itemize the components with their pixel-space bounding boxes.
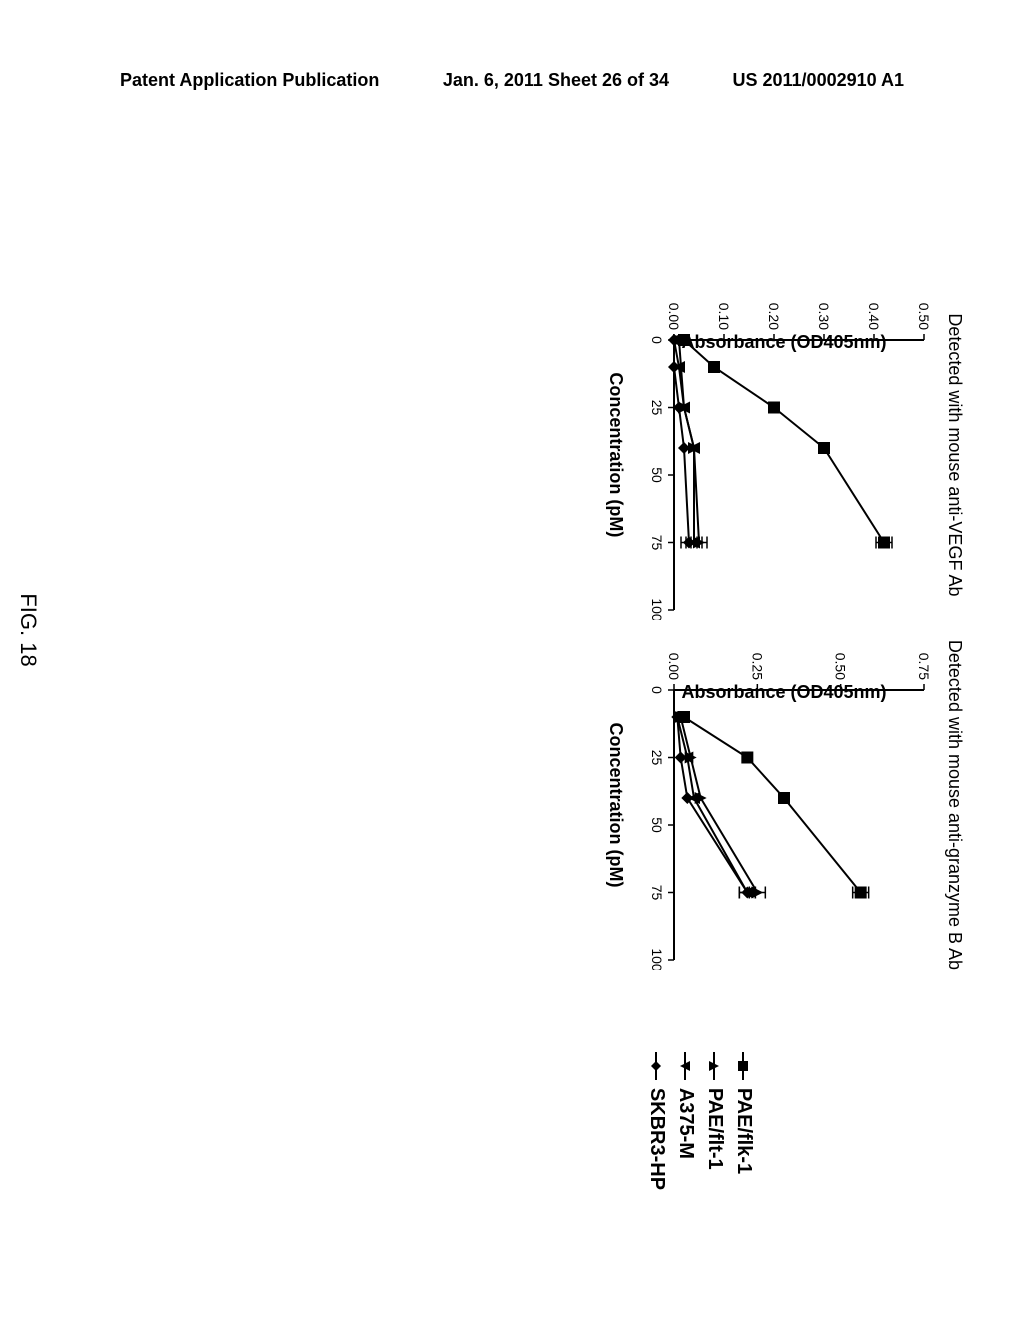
chart-vegf: Detected with mouse anti-VEGF Ab Absorba… — [605, 290, 965, 620]
chart2-y-label: Absorbance (OD405nm) — [681, 682, 886, 703]
legend-label: PAE/flt-1 — [703, 1088, 726, 1170]
marker-triangle — [710, 1061, 720, 1071]
chart-granzyme: Detected with mouse anti-granzyme B Ab A… — [605, 640, 965, 970]
chart2-x-label: Concentration (pM) — [605, 723, 626, 888]
figure-label: FIG. 18 — [15, 593, 41, 666]
y-tick-label: 0.40 — [866, 303, 882, 330]
y-tick-label: 0.50 — [833, 653, 849, 680]
y-tick-label: 0.30 — [816, 303, 832, 330]
marker-triangle-down — [681, 1061, 691, 1071]
page-header: Patent Application Publication Jan. 6, 2… — [0, 70, 1024, 91]
marker-square — [768, 401, 780, 413]
x-tick-label: 100 — [649, 948, 665, 970]
chart2-title: Detected with mouse anti-granzyme B Ab — [944, 640, 965, 970]
legend-marker — [708, 1052, 722, 1080]
y-tick-label: 0.00 — [666, 653, 682, 680]
x-tick-label: 50 — [649, 467, 665, 483]
axes — [674, 690, 924, 960]
chart1-x-label: Concentration (pM) — [605, 372, 626, 537]
y-tick-label: 0.10 — [716, 303, 732, 330]
axes — [674, 340, 924, 610]
header-right: US 2011/0002910 A1 — [733, 70, 904, 91]
legend-label: A375-M — [674, 1088, 697, 1159]
legend-label: SKBR3-HP — [645, 1088, 668, 1190]
marker-square — [778, 792, 790, 804]
marker-square — [741, 751, 753, 763]
x-tick-label: 0 — [649, 686, 665, 694]
marker-square — [708, 361, 720, 373]
figure-18: Detected with mouse anti-VEGF Ab Absorba… — [65, 255, 965, 1005]
x-tick-label: 0 — [649, 336, 665, 344]
chart2-area: Absorbance (OD405nm) 0 25 50 75 100 0.00 0.25 0… — [634, 640, 934, 970]
x-tick-label: 25 — [649, 750, 665, 766]
legend-item-A375-M: A375-M — [674, 1052, 697, 1190]
header-center: Jan. 6, 2011 Sheet 26 of 34 — [443, 70, 669, 91]
legend-item-SKBR3-HP: SKBR3-HP — [645, 1052, 668, 1190]
x-tick-label: 50 — [649, 817, 665, 833]
y-tick-label: 0.20 — [766, 303, 782, 330]
legend-marker — [650, 1052, 664, 1080]
legend: PAE/flk-1 PAE/flt-1 A375-M SKBR3-HP — [645, 1052, 755, 1190]
legend-label: PAE/flk-1 — [732, 1088, 755, 1174]
y-tick-label: 0.00 — [666, 303, 682, 330]
charts-row: Detected with mouse anti-VEGF Ab Absorba… — [605, 255, 965, 1005]
marker-square — [739, 1061, 749, 1071]
y-tick-label: 0.75 — [916, 653, 932, 680]
legend-marker — [737, 1052, 751, 1080]
marker-diamond — [652, 1061, 662, 1071]
marker-square — [818, 442, 830, 454]
series-line-PAE/flk-1 — [684, 717, 861, 893]
header-left: Patent Application Publication — [120, 70, 379, 91]
y-tick-label: 0.25 — [749, 653, 765, 680]
x-tick-label: 25 — [649, 400, 665, 416]
legend-item-PAE/flk-1: PAE/flk-1 — [732, 1052, 755, 1190]
x-tick-label: 100 — [649, 598, 665, 620]
y-tick-label: 0.50 — [916, 303, 932, 330]
chart1-y-label: Absorbance (OD405nm) — [681, 332, 886, 353]
chart1-title: Detected with mouse anti-VEGF Ab — [944, 313, 965, 596]
legend-marker — [679, 1052, 693, 1080]
marker-diamond — [681, 792, 693, 804]
x-tick-label: 75 — [649, 885, 665, 901]
x-tick-label: 75 — [649, 535, 665, 551]
legend-item-PAE/flt-1: PAE/flt-1 — [703, 1052, 726, 1190]
chart1-area: Absorbance (OD405nm) 0 25 50 75 100 0.00 0.10 0… — [634, 290, 934, 620]
